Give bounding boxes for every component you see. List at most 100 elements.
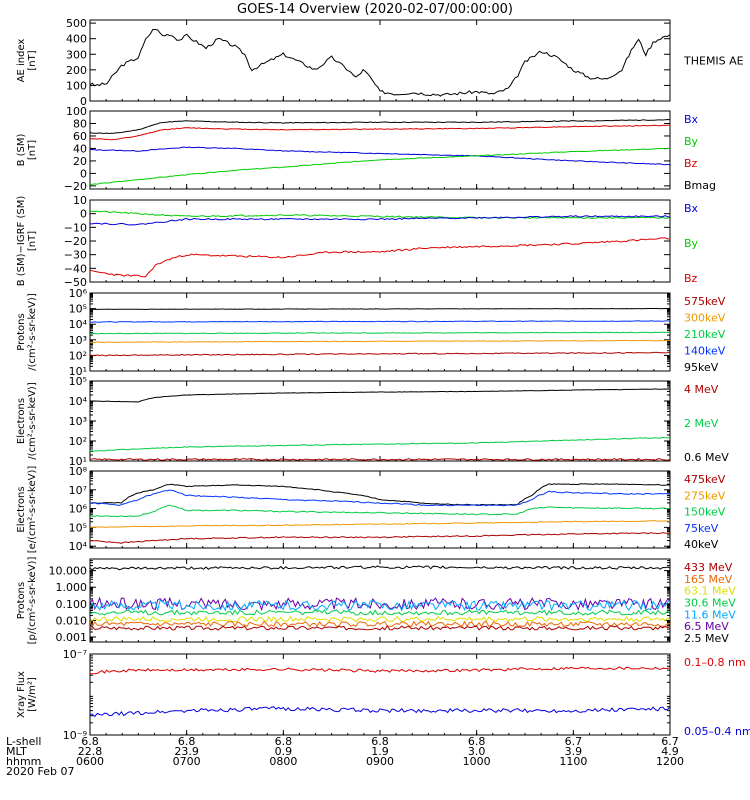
y-tick-label: 200 [66, 64, 87, 77]
y-tick-label: −10 [64, 221, 87, 234]
axis-row-value: 3.0 [468, 745, 486, 758]
series-line [90, 609, 670, 616]
y-tick-label: −20 [64, 180, 87, 193]
y-axis-label: [nT] [27, 50, 38, 70]
axis-row-value: 3.9 [565, 745, 583, 758]
y-tick-label: 10⁴ [69, 540, 88, 553]
y-axis-label: /(cm²-s-sr-keV)] [27, 382, 38, 460]
y-tick-label: 0.100 [56, 598, 88, 611]
legend-entry: 575keV [684, 295, 726, 308]
panel-1: 0 100 200 300 400 500 AE index [nT] THEMIS AE [16, 17, 744, 108]
figure-title: GOES-14 Overview (2020-02-07/00:00:00) [237, 2, 513, 17]
y-axis-label: [W/m²] [27, 677, 38, 712]
axis-row-value: 6.7 [565, 735, 583, 748]
axis-row-value: 6.8 [275, 735, 293, 748]
series-line [90, 666, 670, 675]
y-tick-label: 10³ [69, 334, 87, 347]
y-tick-label: −20 [64, 235, 87, 248]
y-axis-label: B (SM)−IGRF (SM) [16, 196, 27, 287]
series-line [90, 620, 670, 628]
y-tick-label: 10² [69, 435, 87, 448]
series-line [90, 436, 670, 452]
y-tick-label: 10⁷ [69, 484, 87, 497]
legend-entry: 6.5 MeV [684, 620, 729, 633]
series-line [90, 210, 670, 219]
legend-entry: THEMIS AE [683, 55, 744, 68]
axis-row-value: 6.8 [468, 735, 486, 748]
y-tick-label: 0.001 [56, 631, 88, 644]
legend-entry: 40keV [684, 538, 719, 551]
y-tick-label: 10⁸ [69, 465, 88, 478]
legend-entry: 0.05–0.4 nm [684, 725, 750, 738]
legend-entry: By [684, 135, 699, 148]
y-axis-label: Xray Flux [16, 671, 27, 718]
y-axis-label: Protons [16, 313, 27, 350]
series-line [90, 146, 670, 166]
series-line [90, 520, 670, 528]
axis-row-value: 6.8 [81, 735, 99, 748]
y-tick-label: 1.000 [56, 581, 88, 594]
y-tick-label: 300 [66, 48, 87, 61]
axis-row-label: MLT [6, 745, 27, 758]
legend-entry: Bz [684, 157, 698, 170]
y-tick-label: 500 [66, 17, 87, 30]
y-tick-label: 100 [66, 105, 87, 118]
y-tick-label: 10⁵ [69, 303, 87, 316]
y-axis-label: [nT] [27, 231, 38, 251]
series-line [90, 351, 670, 357]
y-axis-label: [nT] [27, 140, 38, 160]
series-line [90, 320, 670, 323]
legend-entry: 210keV [684, 328, 726, 341]
y-tick-label: 80 [73, 117, 87, 130]
axis-row-value: 0.9 [275, 745, 293, 758]
y-tick-label: 10⁵ [69, 521, 87, 534]
panel-8: 10⁻⁹ 10⁻⁷ Xray Flux [W/m²] 0.1–0.8 nm 0.05–0.… [16, 648, 750, 742]
panel-5: 10¹ 10² 10³ 10⁴ 10⁵ Electrons/(cm²-s-sr-keV)]… [16, 375, 729, 468]
y-tick-label: 0 [80, 208, 87, 221]
y-axis-label: [p/(cm²-s-sr-keV)] [27, 557, 38, 645]
legend-entry: Bx [684, 202, 699, 215]
y-tick-label: 400 [66, 33, 87, 46]
y-axis-label: B (SM) [16, 133, 27, 166]
y-tick-label: −50 [64, 276, 87, 289]
y-tick-label: 0 [80, 95, 87, 108]
axis-row-value: 0800 [269, 755, 297, 768]
y-tick-label: 100 [66, 79, 87, 92]
y-tick-label: −40 [64, 262, 87, 275]
legend-entry: 2 MeV [684, 417, 719, 430]
axis-row-value: 6.8 [178, 735, 196, 748]
series-line [90, 458, 670, 461]
panel-6: 10⁴ 10⁵ 10⁶ 10⁷ 10⁸ Electrons [e/(cm²-s-sr-keV… [16, 465, 726, 553]
series-line [90, 565, 670, 571]
series-line [90, 532, 670, 544]
legend-entry: Bz [684, 272, 698, 285]
series-line [90, 625, 670, 631]
y-tick-label: 20 [73, 155, 87, 168]
legend-entry: By [684, 237, 699, 250]
axis-row-value: 1100 [559, 755, 587, 768]
y-tick-label: 60 [73, 130, 87, 143]
legend-entry: 433 MeV [684, 561, 733, 574]
y-tick-label: 0 [80, 167, 87, 180]
series-line [90, 339, 670, 344]
series-line [90, 483, 670, 506]
y-tick-label: 10⁵ [69, 375, 87, 388]
legend-entry: 300keV [684, 312, 726, 325]
series-line [90, 118, 670, 135]
y-tick-label: 10⁴ [69, 318, 88, 331]
series-line [90, 504, 670, 518]
series-line [90, 29, 670, 97]
y-tick-label: 10³ [69, 415, 87, 428]
axis-row-label: hhmm [6, 755, 41, 768]
y-tick-label: 10⁶ [69, 503, 88, 516]
panel-7: 0.001 0.010 0.100 1.000 10.000 Protons [p/(cm²… [16, 557, 736, 645]
y-tick-label: −30 [64, 249, 87, 262]
axis-row-value: 23.9 [174, 745, 199, 758]
y-axis-label: [e/(cm²-s-sr-keV)] [27, 466, 38, 554]
axis-row-value: 0600 [76, 755, 104, 768]
